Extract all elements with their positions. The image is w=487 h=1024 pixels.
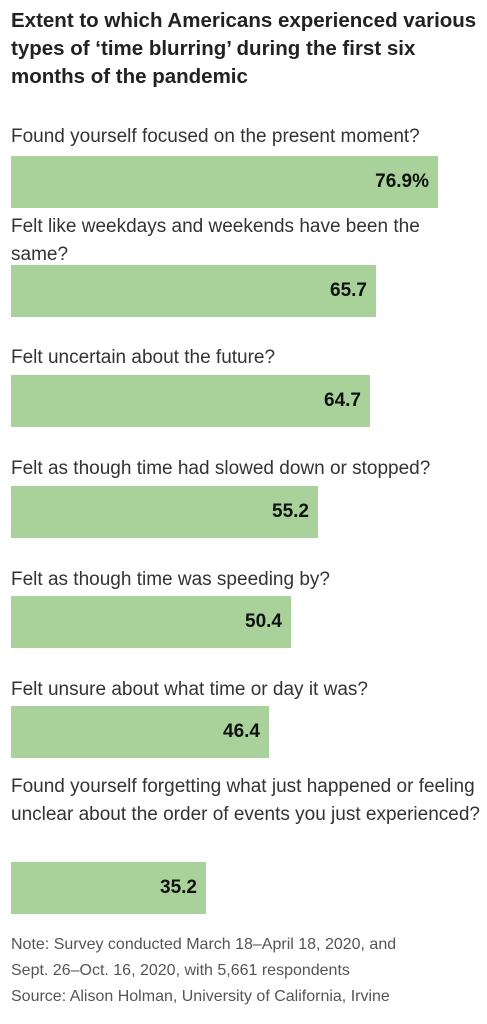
data-label: 50.4 [245,611,282,632]
category-label: Found yourself focused on the present mo… [11,126,420,147]
bar: 76.9% [11,156,438,208]
bar: 64.7 [11,375,370,427]
category-label: Found yourself forgetting what just happ… [11,776,480,825]
category-label: Felt uncertain about the future? [11,347,276,368]
data-label: 55.2 [272,501,309,522]
category-label: Felt as though time was speeding by? [11,569,330,590]
chart-footnote: Note: Survey conducted March 18–April 18… [11,932,481,1010]
category-label: Felt like weekdays and weekends have bee… [11,216,420,265]
data-label: 46.4 [223,721,260,742]
bar: 55.2 [11,486,318,538]
bar: 65.7 [11,265,376,317]
note-line: Note: Survey conducted March 18–April 18… [11,936,397,953]
category-label: Felt unsure about what time or day it wa… [11,679,368,700]
data-label: 35.2 [160,877,197,898]
category-label: Felt as though time had slowed down or s… [11,458,431,479]
bar: 46.4 [11,706,269,758]
data-label: 65.7 [330,280,367,301]
note-line: Sept. 26–Oct. 16, 2020, with 5,661 respo… [11,962,350,979]
bar: 50.4 [11,596,291,648]
data-label: 64.7 [324,390,361,411]
bar: 35.2 [11,862,206,914]
data-label: 76.9% [375,171,429,192]
source-line: Source: Alison Holman, University of Cal… [11,988,390,1005]
chart-title: Extent to which Americans experienced va… [11,9,477,88]
